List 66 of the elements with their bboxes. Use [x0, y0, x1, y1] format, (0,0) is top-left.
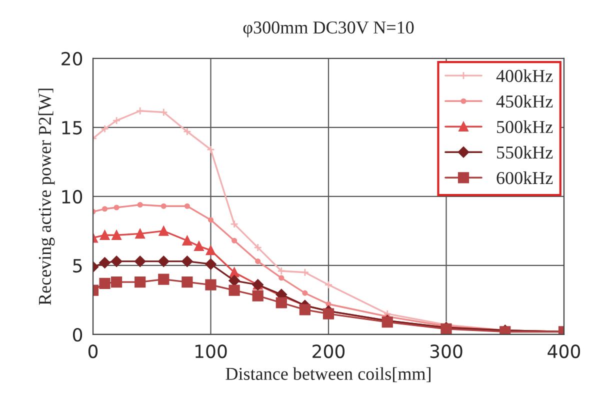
point	[137, 202, 143, 208]
point	[302, 290, 308, 296]
legend-label: 450kHz	[496, 94, 553, 108]
x-axis-title: Distance between coils[mm]	[226, 367, 430, 382]
point	[324, 280, 333, 289]
point	[158, 274, 170, 285]
point	[255, 258, 261, 264]
point	[277, 266, 286, 276]
point	[114, 204, 120, 210]
point	[206, 245, 216, 256]
point	[230, 220, 238, 228]
point	[322, 308, 334, 320]
point	[182, 256, 193, 267]
point	[159, 108, 168, 116]
point	[134, 256, 146, 267]
point	[228, 284, 240, 296]
point	[206, 145, 215, 154]
point	[99, 257, 110, 268]
point	[252, 290, 264, 302]
point	[205, 258, 216, 270]
point	[110, 256, 122, 267]
point	[160, 203, 166, 209]
y-axis-title: Receving active power P2[W]	[38, 88, 55, 305]
point	[254, 243, 262, 252]
x-tick-label: 0	[88, 344, 98, 358]
point	[278, 275, 284, 281]
y-tick-label: 10	[62, 190, 82, 204]
legend-label: 400kHz	[496, 69, 553, 82]
point	[136, 106, 144, 116]
point	[112, 116, 121, 125]
x-tick-label: 100	[196, 344, 227, 358]
x-tick-label: 200	[312, 344, 345, 358]
point	[300, 268, 310, 277]
y-tick-label: 5	[73, 259, 82, 273]
point	[182, 276, 193, 288]
point	[182, 236, 192, 246]
point	[232, 238, 238, 244]
point	[208, 217, 214, 223]
point	[229, 268, 240, 278]
point	[194, 241, 204, 252]
point	[134, 276, 146, 288]
point	[100, 124, 109, 133]
y-tick-label: 20	[62, 52, 82, 66]
point	[102, 206, 108, 212]
y-tick-label: 15	[62, 121, 82, 135]
point	[184, 203, 190, 209]
legend-label: 500kHz	[497, 120, 553, 134]
point	[99, 278, 110, 289]
x-tick-label: 400	[548, 344, 580, 358]
x-tick-label: 300	[430, 344, 462, 358]
point	[112, 230, 122, 240]
point	[326, 301, 332, 307]
legend-label: 600kHz	[496, 171, 553, 184]
point	[110, 276, 122, 288]
legend-label: 550kHz	[497, 146, 553, 159]
point	[100, 230, 110, 240]
point	[135, 228, 145, 239]
chart-title: φ300mm DC30V N=10	[243, 21, 414, 38]
point	[276, 297, 287, 308]
point	[183, 127, 192, 136]
point	[158, 226, 169, 236]
point	[158, 256, 170, 267]
point	[299, 304, 311, 316]
point	[228, 275, 240, 286]
point	[205, 279, 216, 290]
y-tick-label: 0	[72, 328, 82, 342]
